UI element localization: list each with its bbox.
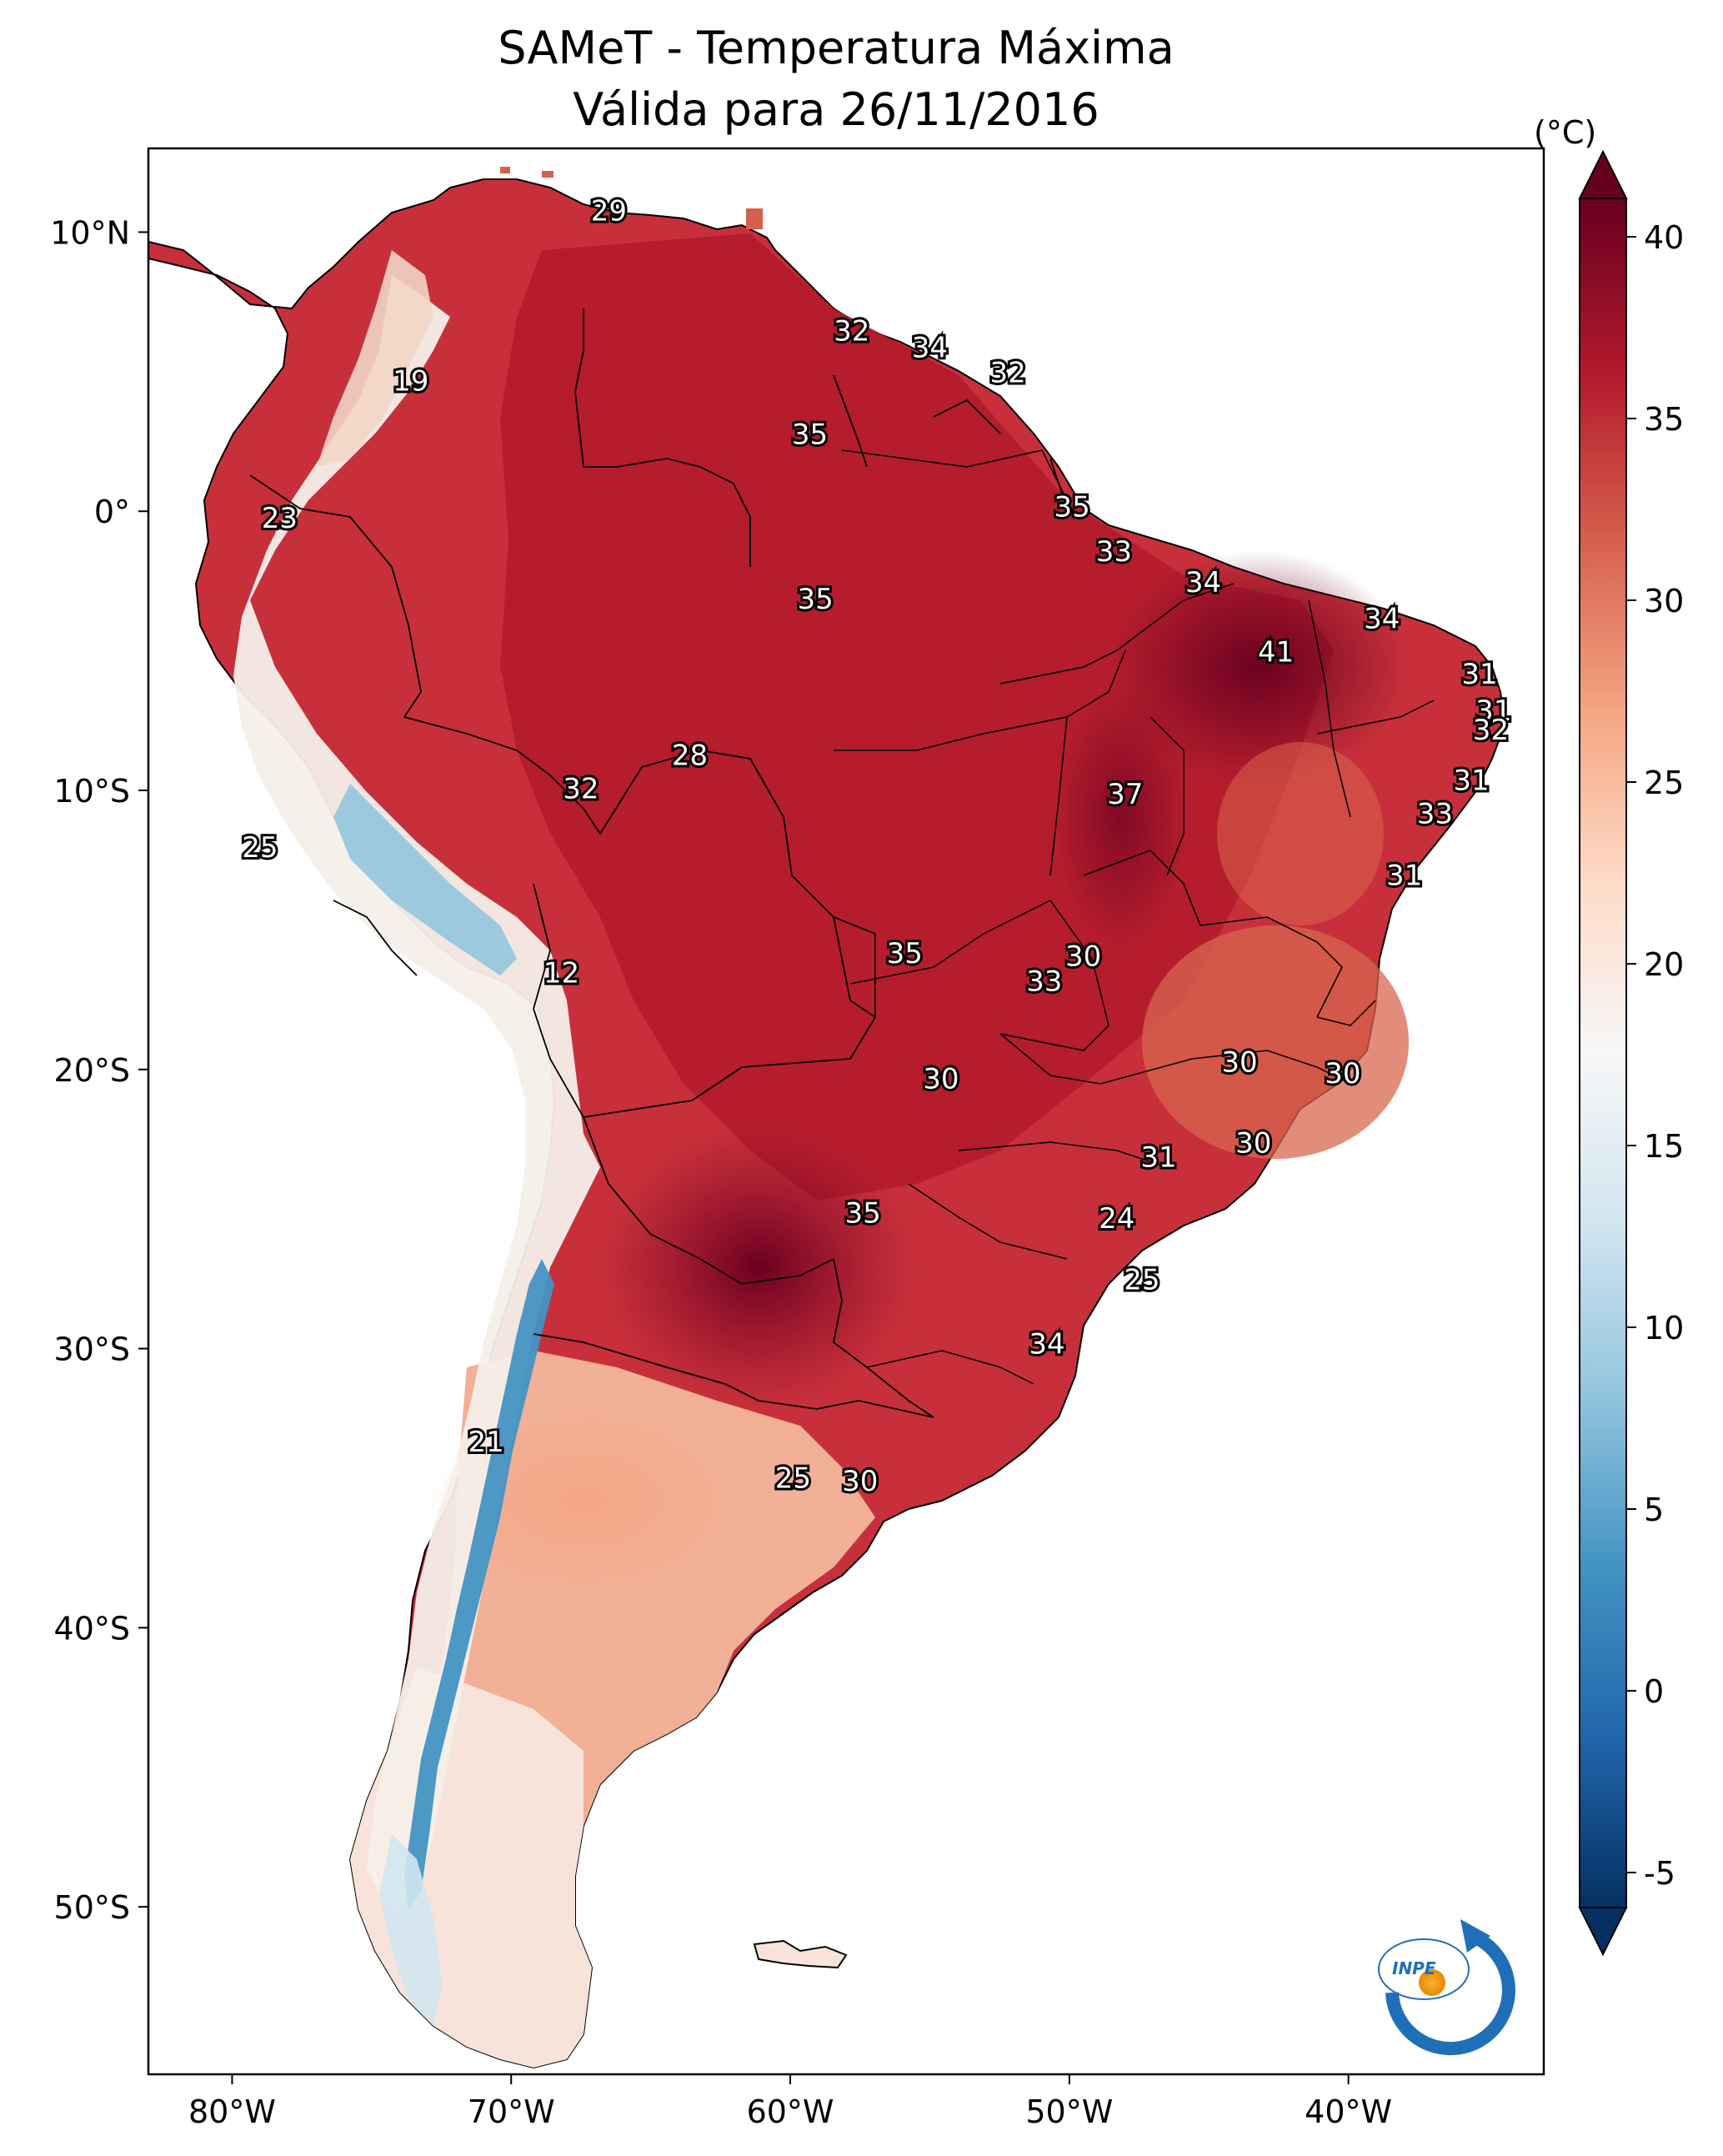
temperature-label: 31	[1475, 694, 1511, 728]
logo-arrow	[1460, 1919, 1490, 1953]
lat-tick-label: 10°N	[50, 214, 130, 251]
island-trinidad	[746, 208, 763, 229]
lat-tick-label: 30°S	[54, 1331, 130, 1368]
colorbar: (°C) 40 35 30 25 20 15 10 5 0 -5	[1534, 114, 1684, 1957]
temperature-label: 24	[1099, 1202, 1134, 1236]
island-curacao	[542, 171, 553, 178]
lon-tick-label: 80°W	[188, 2093, 276, 2130]
southern-andes-cool	[379, 1834, 442, 2026]
temperature-label: 35	[844, 1196, 880, 1230]
temperature-label: 35	[792, 418, 828, 451]
temperature-label: 31	[1140, 1141, 1176, 1174]
inpe-logo: INPE	[1378, 1919, 1515, 2056]
lat-tick-label: 50°S	[54, 1889, 130, 1926]
hot-region-brazil	[500, 233, 1334, 1201]
colorbar-top-extend	[1578, 149, 1628, 199]
eastern-plateau	[1142, 925, 1409, 1159]
bahia-plateau	[1217, 742, 1384, 925]
logo-text: INPE	[1392, 1958, 1436, 1978]
temperature-label: 31	[1386, 859, 1422, 892]
lon-tick-label: 50°W	[1025, 2093, 1113, 2130]
temperature-label: 30	[923, 1063, 959, 1096]
lat-tick-label: 0°	[94, 494, 130, 530]
hotspot-chaco	[600, 1126, 917, 1409]
colorbar-tick-label: 5	[1644, 1492, 1664, 1528]
temperature-label: 25	[1124, 1264, 1160, 1297]
temperature-label: 34	[1185, 566, 1221, 599]
lon-tick-label: 60°W	[747, 2093, 834, 2130]
temperature-label: 25	[775, 1462, 811, 1495]
colorbar-bottom-extend	[1578, 1907, 1628, 1957]
temperature-label: 35	[887, 937, 923, 970]
lat-tick-label: 10°S	[54, 773, 130, 810]
hotspot-tocantins	[1054, 684, 1188, 950]
temperature-label: 41	[1258, 635, 1294, 669]
temperature-label: 30	[1235, 1127, 1271, 1161]
temperature-label: 30	[1221, 1046, 1257, 1080]
map-title: SAMeT - Temperatura Máxima	[498, 22, 1174, 74]
map-frame	[147, 147, 1545, 2076]
temperature-label: 32	[1473, 714, 1509, 747]
logo-swoosh	[1385, 1928, 1515, 2056]
colorbar-tick-label: 25	[1644, 765, 1684, 801]
island-aruba	[500, 167, 510, 173]
state-borders	[834, 449, 1435, 1385]
temperature-label: 30	[842, 1465, 878, 1498]
temperature-label: 35	[1054, 490, 1090, 524]
temperature-label: 32	[834, 314, 869, 348]
temperature-label: 31	[1453, 764, 1489, 797]
andes-cool-band	[233, 275, 600, 1918]
logo-dot	[1419, 1969, 1445, 1996]
temperature-label: 32	[563, 773, 599, 806]
temperature-label: 32	[990, 357, 1026, 390]
temperature-label: 12	[543, 956, 579, 990]
colorbar-tick-label: 40	[1644, 219, 1684, 256]
temperature-label: 37	[1107, 778, 1143, 811]
map-subtitle: Válida para 26/11/2016	[573, 83, 1099, 136]
temperature-label: 31	[1461, 658, 1497, 691]
colorbar-unit: (°C)	[1534, 114, 1596, 151]
lon-tick-label: 70°W	[468, 2093, 555, 2130]
temperature-label: 30	[1325, 1057, 1360, 1091]
temperature-label: 21	[468, 1426, 503, 1459]
falkland-islands	[753, 1939, 848, 1969]
temperature-label: 33	[1417, 798, 1453, 831]
colorbar-tick-label: 20	[1644, 946, 1684, 983]
lat-tick-label: 40°S	[54, 1610, 130, 1647]
temperature-label: 33	[1096, 535, 1132, 569]
lon-tick-label: 40°W	[1305, 2093, 1392, 2130]
colorbar-tick-label: 0	[1644, 1673, 1664, 1710]
temperature-label: 23	[262, 502, 298, 535]
temperature-label: 29	[591, 195, 627, 228]
colorbar-tick-label: 15	[1644, 1128, 1684, 1165]
temperature-label: 25	[242, 831, 278, 865]
colorbar-ticks: 40 35 30 25 20 15 10 5 0 -5	[1626, 219, 1684, 1892]
colorbar-tick-label: 10	[1644, 1310, 1684, 1346]
andes-cold-core	[333, 784, 517, 975]
temperature-label: 19	[393, 365, 428, 399]
temperature-label: 33	[1026, 965, 1062, 999]
country-borders	[249, 308, 1118, 1418]
andes-cold-ridge	[404, 1259, 554, 1909]
lat-tick-label: 20°S	[54, 1052, 130, 1089]
temperature-label: 34	[912, 332, 948, 365]
colorbar-tick-label: 30	[1644, 583, 1684, 619]
latitude-axis: 10°N 0° 10°S 20°S 30°S 40°S 50°S	[50, 214, 148, 1926]
temperature-label: 34	[1029, 1328, 1064, 1361]
longitude-axis: 80°W 70°W 60°W 50°W 40°W	[188, 2074, 1392, 2130]
temperature-label: 34	[1364, 602, 1400, 635]
colorbar-scale	[1579, 198, 1627, 1908]
logo-orbit	[1378, 1938, 1470, 2000]
temperature-label: 28	[672, 739, 708, 772]
colorbar-tick-label: 35	[1644, 401, 1684, 438]
colombian-andes	[317, 250, 433, 467]
temperature-label: 30	[1065, 940, 1101, 973]
hotspot-northeast	[1109, 550, 1409, 784]
colorbar-tick-label: -5	[1644, 1855, 1675, 1892]
temperature-label: 35	[798, 583, 834, 616]
